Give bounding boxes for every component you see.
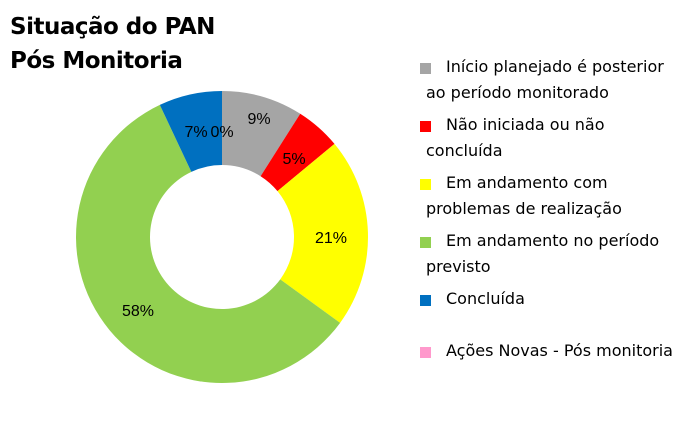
- legend-label: Em andamento no período previsto: [426, 231, 660, 276]
- data-label: 0%: [210, 124, 233, 141]
- chart-title: Situação do PAN Pós Monitoria: [10, 10, 215, 78]
- legend-item-concluida: Concluída: [418, 286, 683, 312]
- slice-inicio-planejado: [222, 91, 301, 177]
- legend-swatch: [420, 63, 431, 74]
- legend-label: Não iniciada ou não concluída: [426, 115, 605, 160]
- slice-andamento-previsto: [76, 104, 341, 383]
- legend-swatch: [420, 295, 431, 306]
- legend-item-nao-iniciada: Não iniciada ou não concluída: [418, 112, 683, 164]
- legend-label: Início planejado é posterior ao período …: [426, 57, 664, 102]
- legend-swatch: [420, 121, 431, 132]
- chart-title-line1: Situação do PAN: [10, 14, 215, 40]
- legend-item-andamento-problemas: Em andamento com problemas de realização: [418, 170, 683, 222]
- slice-concluida: [159, 91, 222, 172]
- data-label: 58%: [122, 303, 154, 320]
- legend-item-inicio-planejado: Início planejado é posterior ao período …: [418, 54, 683, 106]
- chart-title-line2: Pós Monitoria: [10, 48, 183, 74]
- data-label: 5%: [282, 151, 305, 168]
- chart-legend: Início planejado é posterior ao período …: [418, 54, 683, 370]
- legend-item-andamento-previsto: Em andamento no período previsto: [418, 228, 683, 280]
- data-label: 21%: [315, 230, 347, 247]
- legend-swatch: [420, 347, 431, 358]
- slice-nao-iniciada: [260, 113, 335, 192]
- legend-swatch: [420, 179, 431, 190]
- legend-label: Ações Novas - Pós monitoria: [446, 341, 673, 360]
- legend-swatch: [420, 237, 431, 248]
- slice-andamento-problemas: [277, 143, 369, 323]
- legend-item-acoes-novas: Ações Novas - Pós monitoria: [418, 338, 683, 364]
- data-label: 7%: [184, 124, 207, 141]
- data-label: 9%: [247, 111, 270, 128]
- legend-label: Em andamento com problemas de realização: [426, 173, 622, 218]
- legend-label: Concluída: [446, 289, 525, 308]
